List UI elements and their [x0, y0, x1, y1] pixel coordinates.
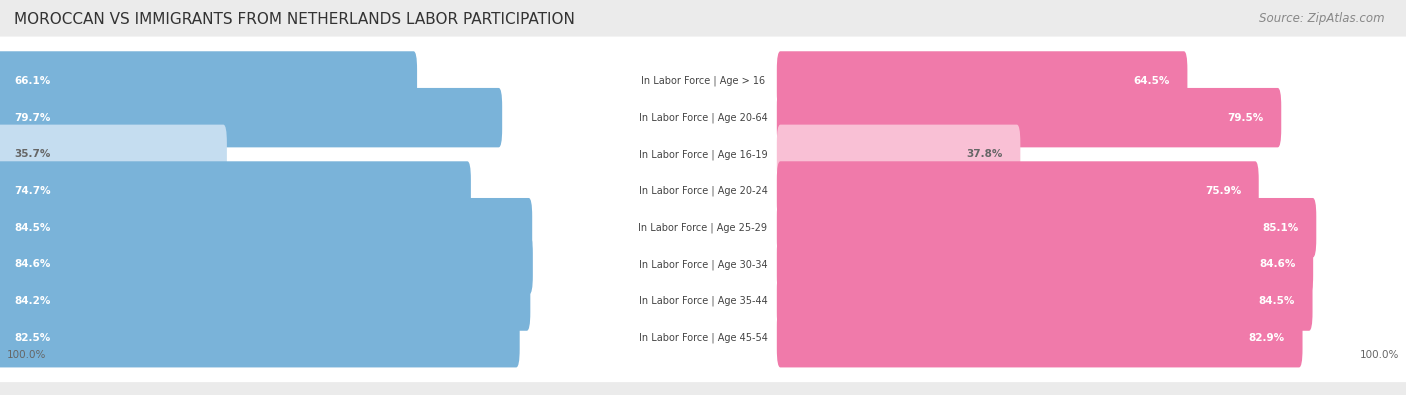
- Text: 79.5%: 79.5%: [1227, 113, 1264, 123]
- Text: In Labor Force | Age 20-64: In Labor Force | Age 20-64: [638, 113, 768, 123]
- FancyBboxPatch shape: [778, 88, 1281, 147]
- Text: Source: ZipAtlas.com: Source: ZipAtlas.com: [1260, 12, 1385, 25]
- Text: 37.8%: 37.8%: [966, 149, 1002, 159]
- Text: In Labor Force | Age 30-34: In Labor Force | Age 30-34: [638, 259, 768, 270]
- Text: 84.6%: 84.6%: [14, 260, 51, 269]
- Text: MOROCCAN VS IMMIGRANTS FROM NETHERLANDS LABOR PARTICIPATION: MOROCCAN VS IMMIGRANTS FROM NETHERLANDS …: [14, 12, 575, 27]
- Text: 74.7%: 74.7%: [14, 186, 51, 196]
- FancyBboxPatch shape: [0, 198, 533, 258]
- FancyBboxPatch shape: [778, 161, 1258, 221]
- FancyBboxPatch shape: [0, 73, 1406, 162]
- Text: 84.2%: 84.2%: [14, 296, 51, 306]
- Text: In Labor Force | Age 25-29: In Labor Force | Age 25-29: [638, 222, 768, 233]
- FancyBboxPatch shape: [0, 293, 1406, 382]
- FancyBboxPatch shape: [0, 88, 502, 147]
- FancyBboxPatch shape: [0, 147, 1406, 235]
- FancyBboxPatch shape: [0, 125, 226, 184]
- FancyBboxPatch shape: [0, 161, 471, 221]
- Text: In Labor Force | Age 45-54: In Labor Force | Age 45-54: [638, 333, 768, 343]
- Text: In Labor Force | Age 35-44: In Labor Force | Age 35-44: [638, 296, 768, 306]
- FancyBboxPatch shape: [0, 220, 1406, 309]
- FancyBboxPatch shape: [0, 183, 1406, 272]
- Text: 100.0%: 100.0%: [7, 350, 46, 361]
- FancyBboxPatch shape: [778, 308, 1302, 367]
- FancyBboxPatch shape: [0, 308, 520, 367]
- FancyBboxPatch shape: [778, 198, 1316, 258]
- Text: In Labor Force | Age > 16: In Labor Force | Age > 16: [641, 76, 765, 86]
- FancyBboxPatch shape: [778, 235, 1313, 294]
- Text: 35.7%: 35.7%: [14, 149, 51, 159]
- FancyBboxPatch shape: [778, 125, 1021, 184]
- Text: 66.1%: 66.1%: [14, 76, 51, 86]
- Text: 82.9%: 82.9%: [1249, 333, 1285, 343]
- Text: 84.6%: 84.6%: [1260, 260, 1295, 269]
- Text: 75.9%: 75.9%: [1205, 186, 1241, 196]
- Text: 84.5%: 84.5%: [14, 223, 51, 233]
- Text: 82.5%: 82.5%: [14, 333, 51, 343]
- FancyBboxPatch shape: [778, 51, 1188, 111]
- FancyBboxPatch shape: [778, 271, 1313, 331]
- Text: In Labor Force | Age 16-19: In Labor Force | Age 16-19: [638, 149, 768, 160]
- Text: 84.5%: 84.5%: [1258, 296, 1295, 306]
- Text: 79.7%: 79.7%: [14, 113, 51, 123]
- Text: In Labor Force | Age 20-24: In Labor Force | Age 20-24: [638, 186, 768, 196]
- Text: 64.5%: 64.5%: [1133, 76, 1170, 86]
- FancyBboxPatch shape: [0, 235, 533, 294]
- FancyBboxPatch shape: [0, 257, 1406, 345]
- FancyBboxPatch shape: [0, 271, 530, 331]
- Legend: Moroccan, Immigrants from Netherlands: Moroccan, Immigrants from Netherlands: [547, 392, 859, 395]
- FancyBboxPatch shape: [0, 51, 418, 111]
- FancyBboxPatch shape: [0, 110, 1406, 199]
- Text: 100.0%: 100.0%: [1360, 350, 1399, 361]
- FancyBboxPatch shape: [0, 37, 1406, 125]
- Text: 85.1%: 85.1%: [1263, 223, 1299, 233]
